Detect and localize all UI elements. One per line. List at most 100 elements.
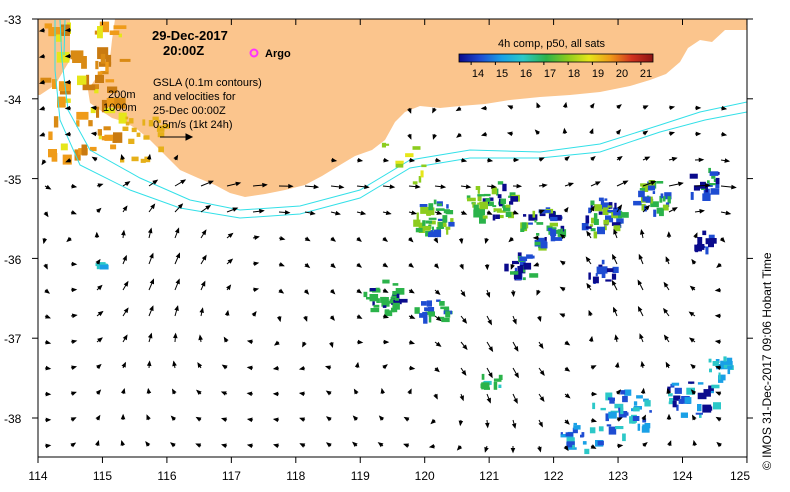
sst-pixel <box>709 183 716 186</box>
velocity-arrow <box>252 208 265 214</box>
velocity-arrow <box>665 256 670 265</box>
velocity-arrow <box>44 391 52 397</box>
velocity-arrow <box>508 236 514 243</box>
sst-pixel <box>706 406 713 411</box>
land-sst-pixel <box>76 111 89 120</box>
velocity-arrow <box>170 415 177 421</box>
velocity-arrow <box>564 366 571 372</box>
sst-pixel <box>523 262 532 270</box>
velocity-arrow <box>408 236 414 243</box>
sst-pixel <box>438 316 445 320</box>
velocity-arrow <box>538 367 545 376</box>
land-sst-pixel <box>97 26 103 39</box>
lon-tick: 124 <box>672 469 692 483</box>
lon-tick: 117 <box>222 469 241 483</box>
sst-pixel <box>489 197 494 201</box>
lon-tick: 121 <box>479 469 499 483</box>
velocity-arrow <box>90 131 98 137</box>
sst-pixel <box>419 313 428 318</box>
sst-pixel <box>395 288 405 295</box>
sst-pixel <box>699 413 702 418</box>
land-sst-pixel <box>103 126 111 131</box>
sst-pixel <box>491 187 497 195</box>
velocity-arrow <box>537 315 542 323</box>
velocity-arrow <box>356 262 363 268</box>
sst-pixel <box>606 268 614 273</box>
land-sst-pixel <box>152 116 159 120</box>
velocity-arrow <box>720 131 728 137</box>
velocity-arrow <box>224 309 230 317</box>
velocity-arrow <box>538 183 548 188</box>
velocity-arrow <box>639 228 645 239</box>
velocity-arrow <box>148 203 156 213</box>
sst-pixel <box>532 210 536 218</box>
sst-pixel <box>473 204 479 212</box>
velocity-arrow <box>564 419 570 425</box>
sst-pixel <box>715 182 720 189</box>
lon-tick: 123 <box>608 469 628 483</box>
velocity-arrow <box>667 440 672 447</box>
velocity-arrow <box>433 263 440 269</box>
sst-pixel <box>391 307 398 313</box>
velocity-arrow <box>195 416 202 422</box>
land-sst-pixel <box>107 86 118 93</box>
sst-pixel <box>581 223 589 231</box>
velocity-arrow <box>714 339 722 345</box>
velocity-arrow <box>589 205 595 213</box>
land-sst-pixel <box>131 156 139 162</box>
sst-pixel <box>544 237 547 242</box>
velocity-arrow <box>407 107 412 114</box>
sst-pixel <box>597 440 604 446</box>
velocity-arrow <box>39 132 46 137</box>
sst-pixel <box>382 305 387 308</box>
velocity-arrow <box>120 413 126 421</box>
velocity-arrows <box>38 27 737 454</box>
sst-pixel <box>382 279 390 284</box>
velocity-arrow <box>590 418 598 423</box>
velocity-arrow <box>720 105 728 111</box>
velocity-arrow <box>533 262 540 267</box>
velocity-arrow <box>356 314 363 319</box>
velocity-arrow <box>588 335 594 343</box>
credit-text: © IMOS 31-Dec-2017 09:06 Hobart Time <box>760 252 774 470</box>
sst-pixel <box>590 228 596 232</box>
sst-pixel <box>420 170 424 178</box>
velocity-arrow <box>330 236 337 242</box>
sst-pixel <box>604 198 608 201</box>
velocity-arrow <box>278 210 291 215</box>
sst-pixel <box>440 306 450 310</box>
sst-pixel <box>709 171 719 176</box>
sst-pixel <box>521 222 527 230</box>
sst-pixel <box>611 397 615 401</box>
sst-pixel <box>659 208 664 217</box>
sst-pixel <box>433 199 437 205</box>
land-sst-pixel <box>158 146 164 153</box>
land-sst-pixel <box>129 118 134 124</box>
velocity-arrow <box>356 157 364 163</box>
sst-pixel <box>437 218 443 221</box>
sst-pixel <box>674 387 682 394</box>
velocity-arrow <box>668 105 676 111</box>
velocity-arrow <box>90 105 98 111</box>
lat-tick: -33 <box>4 13 22 27</box>
velocity-arrow <box>220 417 228 422</box>
land-mass <box>38 19 747 197</box>
sst-pixel <box>608 411 617 419</box>
plot-frame <box>37 18 748 458</box>
sst-pixel <box>477 194 485 197</box>
lon-tick: 120 <box>415 469 435 483</box>
sst-pixel <box>446 226 449 235</box>
velocity-arrow <box>122 254 127 265</box>
sst-pixel <box>526 254 533 259</box>
sst-pixel <box>611 222 621 226</box>
sst-pixel <box>423 315 428 324</box>
velocity-arrow <box>173 154 179 161</box>
legend-tick: 18 <box>568 68 580 80</box>
lat-tick: -38 <box>4 412 22 426</box>
sst-pixel <box>420 206 429 214</box>
lat-tick: -37 <box>4 332 22 346</box>
velocity-arrow <box>510 263 515 270</box>
velocity-arrow <box>456 132 462 138</box>
velocity-arrow <box>356 210 367 216</box>
sst-pixel <box>605 392 613 401</box>
